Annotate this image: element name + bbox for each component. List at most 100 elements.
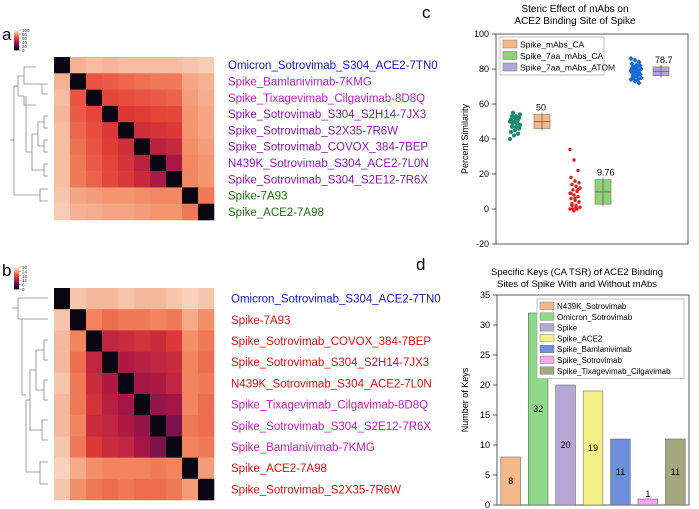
hmB-colorbar-tick-label: 30 [22,265,28,270]
hmA-cell [118,203,135,221]
hmA-cell [150,105,167,123]
hmB-cell [182,288,199,310]
hmB-cell [182,330,199,352]
chart-c-point [571,188,575,192]
hmB-cell [102,394,119,416]
chart-c-point [634,73,640,79]
hmB-cell [102,288,119,310]
hmB-row-label: Spike_ACE2-7A98 [231,463,327,475]
hmB-cell [102,415,119,437]
hmA-cell [166,187,183,204]
hmB-cell [54,330,71,352]
chart-c-point [510,110,516,115]
hmA-cell [198,187,215,204]
chart-c-legend-label: Spike_7aa_mAbs_CA [520,51,603,61]
hmB-cell [198,372,215,395]
hmA-cell [182,89,199,107]
hmA-cell [86,122,103,139]
hmB-cell [166,330,183,352]
chart-c-point [573,196,577,201]
hmA-colorbar-swatch [14,45,19,48]
hmB-cell [134,330,151,352]
chart-d-legend-label: Spike_Sotrovimab [557,356,622,365]
hmB-cell [198,288,215,310]
chart-c-point [570,182,574,187]
hmA-colorbar-tick-label: 0 [22,48,25,53]
hmB-cell [54,394,71,416]
hmB-cell [166,436,183,458]
chart-c-point [569,196,573,201]
chart-d-value-label: 11 [616,467,625,477]
heatmap-a-cells [54,57,215,221]
hmB-cell [54,415,71,437]
hmB-cell [70,478,87,501]
hmB-cell [70,415,87,437]
chart-c-ytick-label: -20 [476,239,489,249]
hmB-colorbar-swatch [14,279,19,282]
hmB-cell [166,478,183,501]
chart-d-value-label: 8 [508,476,513,486]
chart-d-legend-frame [536,298,685,379]
chart-d-bar [500,456,521,506]
hmB-cell [54,309,71,331]
hmB-colorbar-swatch [14,275,19,277]
chart-c-point [509,124,515,129]
chart-c-point [633,71,639,77]
hmA-cell [102,138,119,156]
chart-d-legend-swatch [539,345,555,353]
hmB-cell [182,457,199,480]
chart-c-point [629,61,635,67]
chart-c-point [636,69,642,76]
hmB-cell [134,457,151,480]
chart-d-ytick-label: 30 [480,320,490,330]
hmB-cell [118,394,135,416]
hmB-colorbar-swatch [14,278,19,280]
chart-c-point [572,158,576,162]
hmB-cell [150,288,167,310]
hmB-cell [134,478,151,501]
hmA-colorbar-swatch [14,43,19,45]
chart-c-point [569,175,573,180]
chart-c-point [631,75,637,81]
chart-c-point [633,68,639,74]
hmB-cell [166,351,183,374]
chart-c-mean-label: 78.7 [655,55,673,65]
chart-c-legend-frame [499,36,605,76]
hmB-colorbar-swatch [14,272,19,274]
chart-c-ylabel: Percent Similarity [460,103,470,174]
chart-d-legend-label: Spike_Bamlanivimab [557,345,632,354]
hmA-cell [182,57,199,74]
chart-c-series-group: 9.76 [568,147,615,213]
chart-d-value-label: 32 [533,404,543,414]
hmA-cell [86,171,103,188]
hmA-cell [134,154,151,172]
panel-label-d: d [416,255,425,274]
chart-c-point [576,188,580,192]
hmB-cell [198,436,215,458]
panel-d-bar-chart: Specific Keys (CA TSR) of ACE2 Binding S… [460,267,690,509]
hmB-colorbar-swatch [14,270,19,272]
hmA-colorbar-swatch [14,35,19,37]
hmA-cell [166,105,183,123]
hmB-cell [102,436,119,458]
chart-d-legend-swatch [539,366,555,375]
hmB-cell [134,436,151,458]
hmA-cell [70,89,87,107]
chart-d-bar [637,498,658,506]
hmA-row-label: Spike_Sotrovimab_S304_S2E12-7R6X [228,174,428,186]
hmB-cell [86,288,103,310]
hmA-cell [70,138,87,156]
hmA-cell [54,203,71,221]
hmA-cell [166,154,183,172]
hmA-row-label: Spike-7A93 [228,191,287,203]
hmB-cell [86,351,103,374]
hmA-cell [54,138,71,156]
chart-d-legend-swatch [539,355,555,364]
hmA-cell [198,154,215,172]
hmA-cell [134,105,151,123]
hmB-cell [198,309,215,331]
chart-c-series-group: 50 [507,103,551,142]
